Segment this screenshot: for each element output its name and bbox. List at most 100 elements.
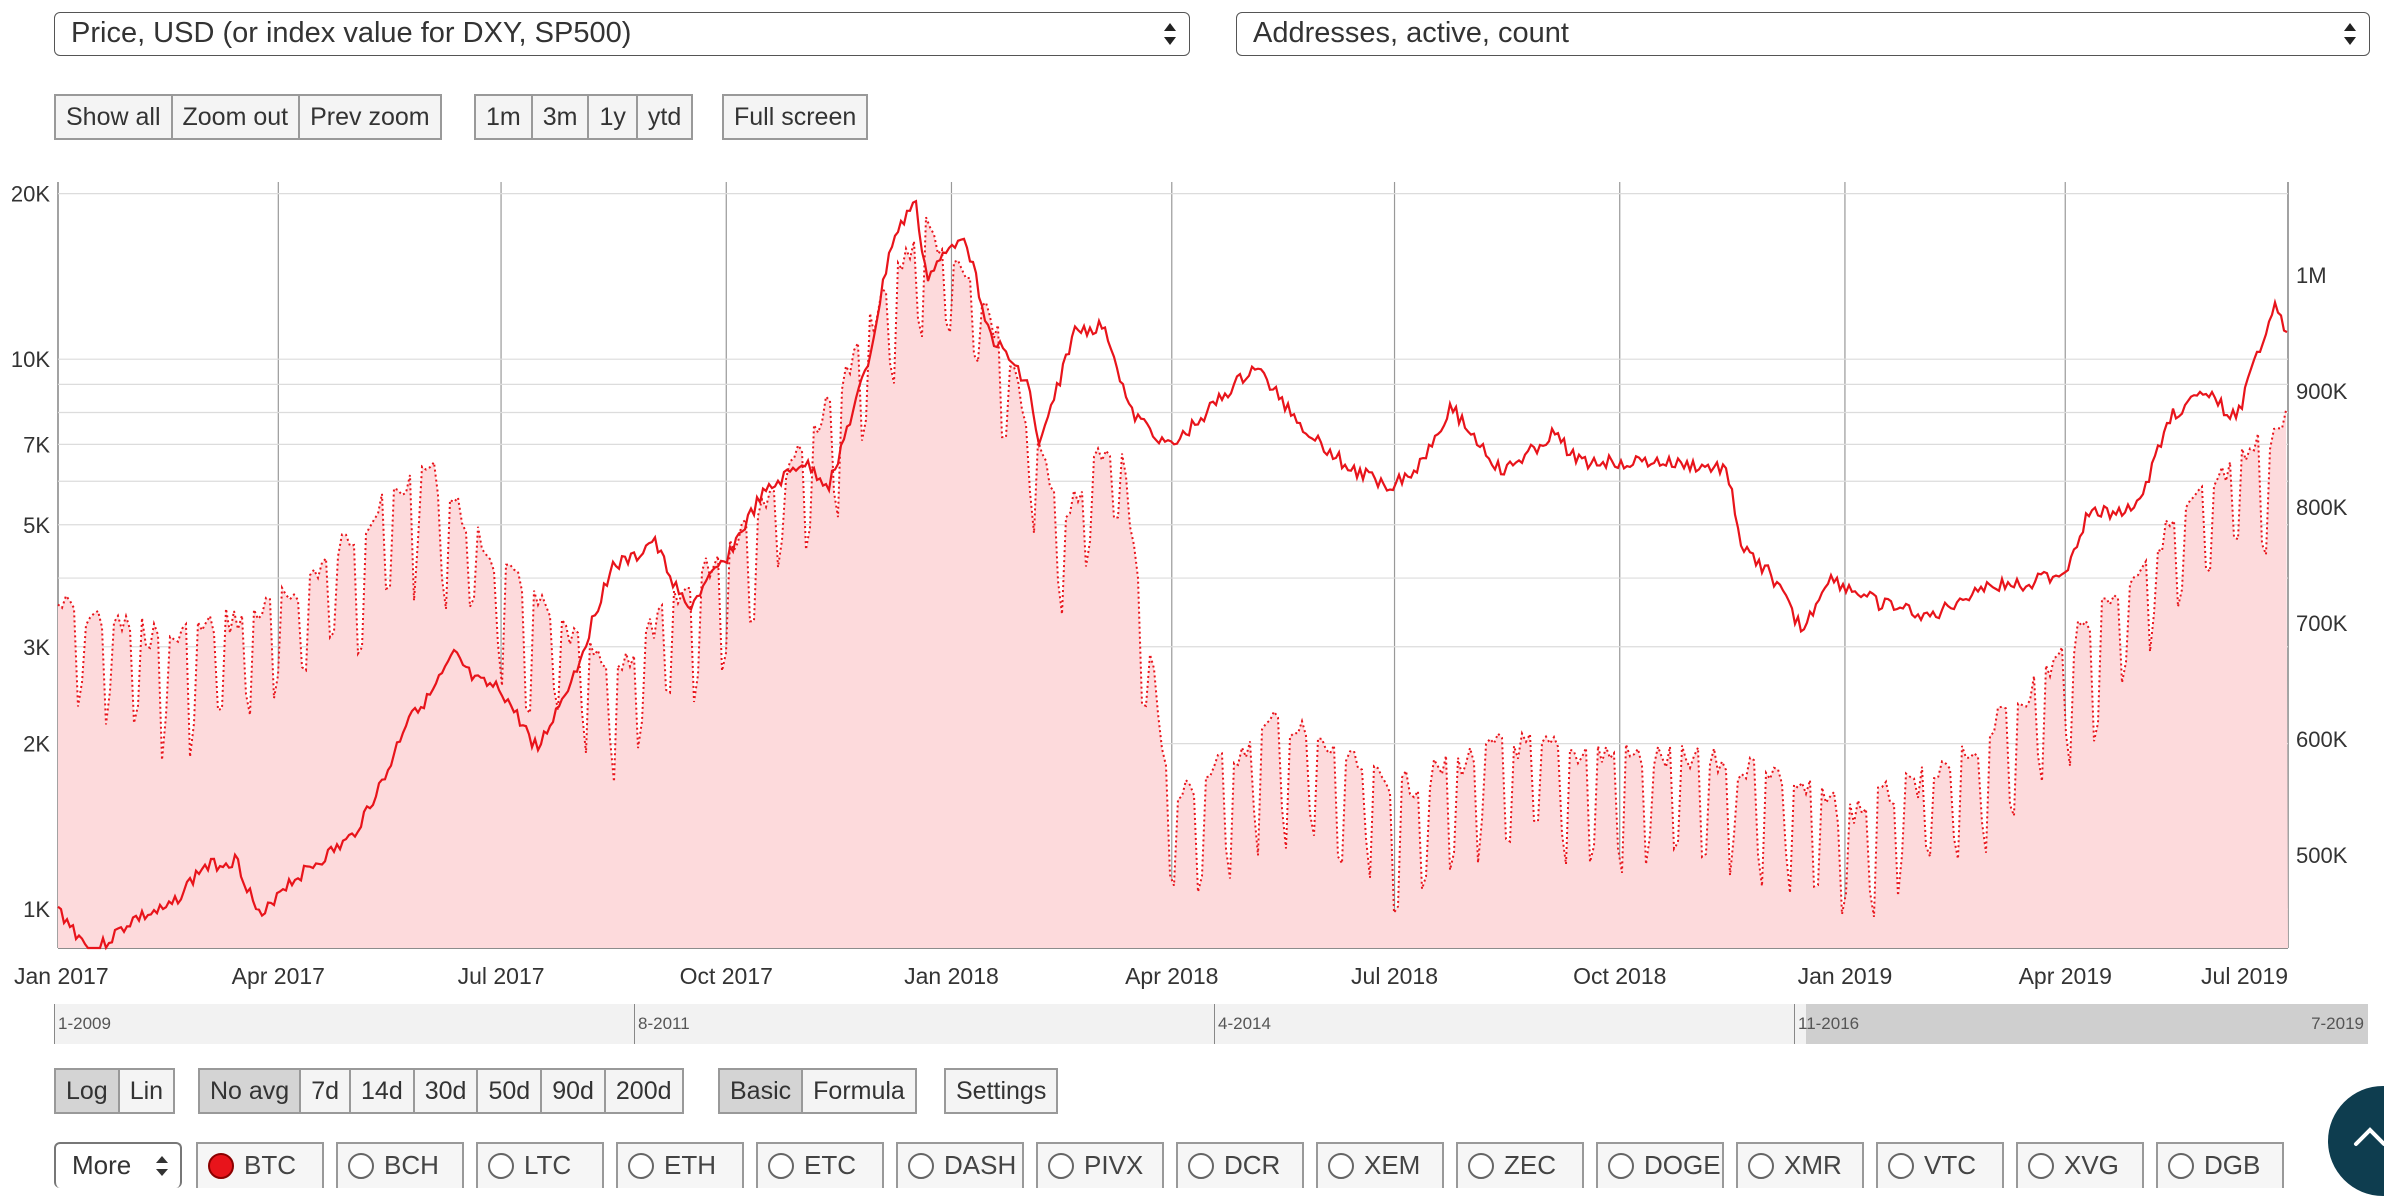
x-tick-label: Oct 2017 — [680, 963, 773, 989]
coin-label: BCH — [384, 1150, 439, 1180]
navigator-tick — [1214, 1004, 1215, 1044]
zoom-out-button[interactable]: Zoom out — [172, 96, 301, 138]
x-tick-label: Apr 2017 — [232, 963, 325, 989]
x-tick-label: Jan 2018 — [904, 963, 999, 989]
range-1y-button[interactable]: 1y — [589, 96, 638, 138]
coin-radio-icon — [1748, 1153, 1774, 1179]
x-tick-label: Jul 2019 — [2201, 963, 2288, 989]
select-arrows-icon — [2344, 23, 2356, 45]
coin-radio-icon — [1188, 1153, 1214, 1179]
y-left-tick-label: 1K — [23, 897, 50, 922]
basic-mode-button[interactable]: Basic — [720, 1070, 804, 1112]
range-ytd-button[interactable]: ytd — [637, 96, 692, 138]
metric-select-right-label: Addresses, active, count — [1253, 17, 1569, 49]
coin-label: BTC — [244, 1150, 296, 1180]
coin-radio-icon — [488, 1153, 514, 1179]
navigator-tick — [54, 1004, 55, 1044]
chart-area-fill — [58, 217, 2288, 948]
mode-button-group: Basic Formula — [718, 1068, 917, 1114]
x-axis-labels: Jan 2017 Apr 2017 Jul 2017 Oct 2017 Jan 2018… — [14, 963, 2288, 989]
coin-label: ZEC — [1504, 1150, 1556, 1180]
x-tick-label: Jan 2019 — [1798, 963, 1893, 989]
active-addresses-line — [57, 216, 2287, 918]
coin-toggle-vtc[interactable]: VTC — [1876, 1142, 2004, 1188]
range-navigator[interactable]: 1-2009 8-2011 4-2014 11-2016 7-2019 — [54, 1004, 2368, 1044]
coin-label: DOGE — [1644, 1150, 1721, 1180]
y-left-tick-label: 20K — [11, 182, 50, 207]
metric-select-left-label: Price, USD (or index value for DXY, SP50… — [71, 17, 632, 49]
y-right-tick-label: 800K — [2296, 495, 2348, 520]
prev-zoom-button[interactable]: Prev zoom — [300, 96, 440, 138]
avg-14d-button[interactable]: 14d — [351, 1070, 415, 1112]
navigator-label: 8-2011 — [638, 1014, 690, 1033]
y-right-tick-label: 700K — [2296, 611, 2348, 636]
coin-radio-icon — [1888, 1153, 1914, 1179]
coin-label: VTC — [1924, 1150, 1976, 1180]
select-arrows-icon — [156, 1156, 168, 1176]
metric-select-right[interactable]: Addresses, active, count — [1236, 12, 2370, 56]
navigator-label: 11-2016 — [1798, 1014, 1860, 1033]
coin-toggle-dcr[interactable]: DCR — [1176, 1142, 1304, 1188]
avg-7d-button[interactable]: 7d — [301, 1070, 352, 1112]
avg-30d-button[interactable]: 30d — [414, 1070, 479, 1112]
x-tick-label: Apr 2018 — [1125, 963, 1218, 989]
scroll-top-button[interactable] — [2328, 1086, 2384, 1196]
coin-toggle-dash[interactable]: DASH — [896, 1142, 1024, 1188]
coin-toggle-ltc[interactable]: LTC — [476, 1142, 604, 1188]
coin-toggle-bch[interactable]: BCH — [336, 1142, 464, 1188]
more-select-label: More — [72, 1150, 132, 1180]
coin-toggle-doge[interactable]: DOGE — [1596, 1142, 1724, 1188]
formula-mode-button[interactable]: Formula — [803, 1070, 915, 1112]
coin-toggle-xmr[interactable]: XMR — [1736, 1142, 1864, 1188]
full-screen-button[interactable]: Full screen — [724, 96, 867, 138]
coin-radio-icon — [768, 1153, 794, 1179]
y-axis-left-labels: 20K 10K 7K 5K 3K 2K 1K — [11, 182, 50, 923]
coin-toggle-etc[interactable]: ETC — [756, 1142, 884, 1188]
navigator-label: 1-2009 — [58, 1014, 111, 1033]
coin-toggle-eth[interactable]: ETH — [616, 1142, 744, 1188]
coin-radio-icon — [628, 1153, 654, 1179]
x-tick-label: Oct 2018 — [1573, 963, 1666, 989]
no-avg-button[interactable]: No avg — [200, 1070, 302, 1112]
coin-radio-icon — [1608, 1153, 1634, 1179]
chevron-up-icon — [2354, 1127, 2384, 1146]
x-tick-label: Apr 2019 — [2019, 963, 2112, 989]
navigator-label: 7-2019 — [2311, 1014, 2364, 1033]
y-left-tick-label: 3K — [23, 635, 50, 660]
coin-radio-icon — [2028, 1153, 2054, 1179]
navigator-tick — [1794, 1004, 1795, 1044]
navigator-tick — [634, 1004, 635, 1044]
coin-label: LTC — [524, 1150, 572, 1180]
range-1m-button[interactable]: 1m — [476, 96, 533, 138]
show-all-button[interactable]: Show all — [56, 96, 173, 138]
settings-button[interactable]: Settings — [946, 1070, 1057, 1112]
coin-label: XEM — [1364, 1150, 1421, 1180]
coin-radio-icon — [2168, 1153, 2194, 1179]
log-scale-button[interactable]: Log — [56, 1070, 120, 1112]
y-right-tick-label: 1M — [2296, 263, 2327, 288]
coin-label: ETC — [804, 1150, 856, 1180]
coin-toggle-xem[interactable]: XEM — [1316, 1142, 1444, 1188]
coin-label: PIVX — [1084, 1150, 1144, 1180]
coin-label: XMR — [1784, 1150, 1842, 1180]
avg-90d-button[interactable]: 90d — [542, 1070, 606, 1112]
coin-toggle-dgb[interactable]: DGB — [2156, 1142, 2284, 1188]
coin-radio-icon — [908, 1153, 934, 1179]
x-tick-label: Jan 2017 — [14, 963, 109, 989]
coin-toggle-btc[interactable]: BTC — [196, 1142, 324, 1188]
fullscreen-button-group: Full screen — [722, 94, 869, 140]
y-left-tick-label: 7K — [23, 432, 50, 457]
more-select[interactable]: More — [54, 1142, 182, 1188]
metric-select-left[interactable]: Price, USD (or index value for DXY, SP50… — [54, 12, 1190, 56]
y-right-tick-label: 500K — [2296, 843, 2348, 868]
coin-toggle-zec[interactable]: ZEC — [1456, 1142, 1584, 1188]
coin-toggle-pivx[interactable]: PIVX — [1036, 1142, 1164, 1188]
avg-200d-button[interactable]: 200d — [605, 1070, 682, 1112]
range-3m-button[interactable]: 3m — [532, 96, 590, 138]
navigator-selection[interactable] — [1806, 1004, 2368, 1044]
lin-scale-button[interactable]: Lin — [119, 1070, 174, 1112]
avg-50d-button[interactable]: 50d — [478, 1070, 543, 1112]
coin-label: XVG — [2064, 1150, 2119, 1180]
coin-toggle-xvg[interactable]: XVG — [2016, 1142, 2144, 1188]
